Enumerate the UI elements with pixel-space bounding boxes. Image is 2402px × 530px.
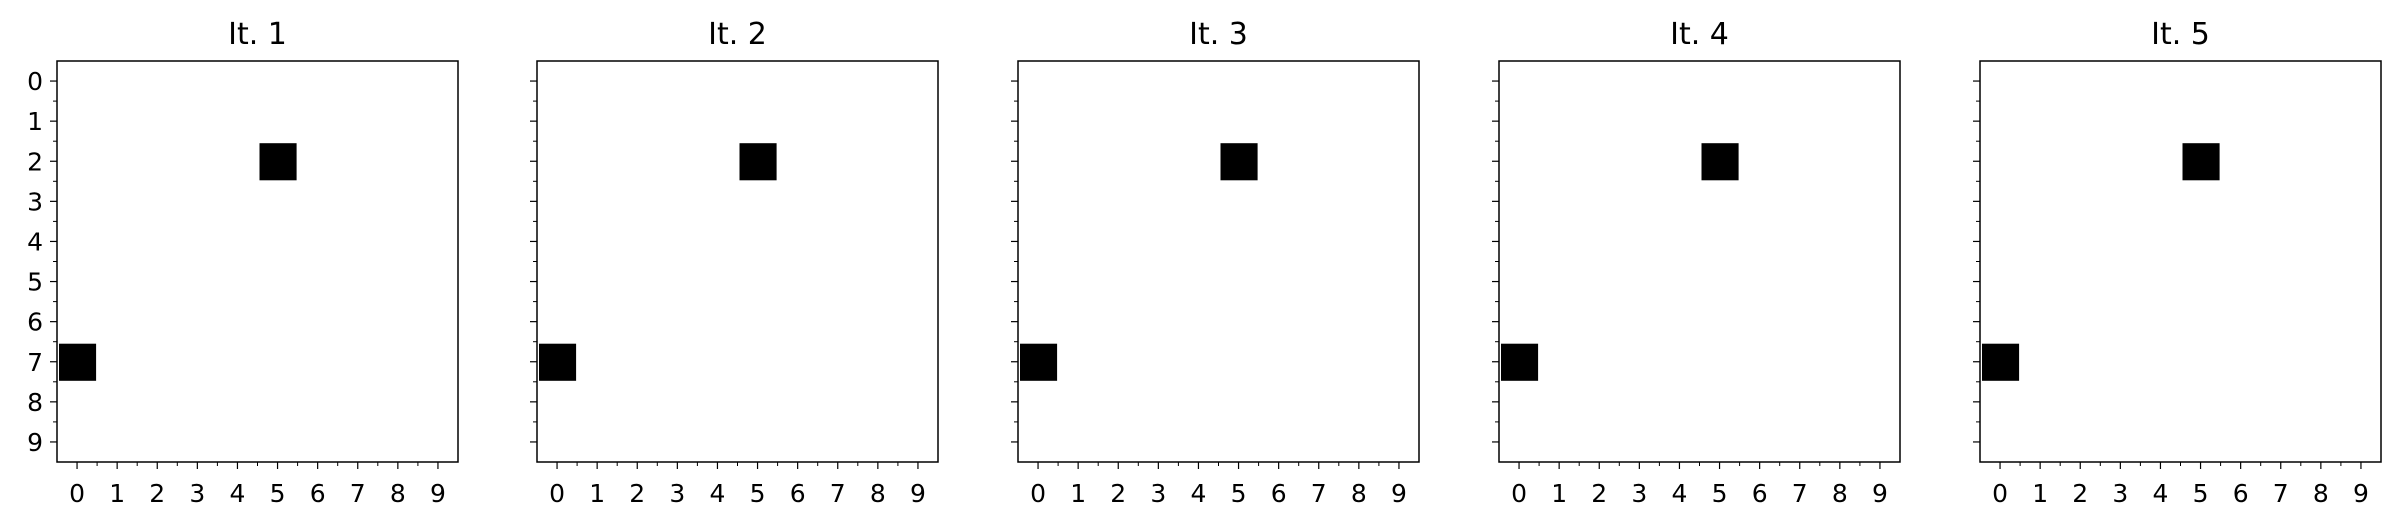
x-tick-label: 1	[109, 479, 125, 508]
x-tick-label: 0	[69, 479, 85, 508]
x-tick-label: 7	[1311, 479, 1327, 508]
panel-5: It. 5 0 1 2 3 4 5 6 7 8 9	[1973, 17, 2382, 508]
x-tick-label: 7	[350, 479, 366, 508]
x-tick-label: 4	[1190, 479, 1206, 508]
y-tick-label: 2	[27, 147, 43, 176]
y-tick-label: 9	[27, 428, 43, 457]
x-tick-label: 6	[310, 479, 326, 508]
x-tick-label: 3	[1631, 479, 1647, 508]
x-tick-label: 9	[1391, 479, 1407, 508]
filled-cell	[59, 343, 97, 381]
x-tick-label: 5	[1231, 479, 1247, 508]
plot-area	[1980, 61, 2381, 462]
y-tick-label: 6	[27, 308, 43, 337]
x-tick-label: 2	[2072, 479, 2088, 508]
panel-title: It. 5	[2151, 17, 2210, 52]
x-tick-label: 5	[270, 479, 286, 508]
x-tick-label: 1	[1551, 479, 1567, 508]
filled-cell	[1982, 343, 2020, 381]
x-tick-label: 1	[2032, 479, 2048, 508]
x-tick-label: 8	[1351, 479, 1367, 508]
x-tick-label: 4	[1671, 479, 1687, 508]
x-tick-label: 2	[149, 479, 165, 508]
x-tick-label: 3	[669, 479, 685, 508]
panel-title: It. 1	[228, 17, 287, 52]
x-tick-label: 6	[790, 479, 806, 508]
plot-area	[1499, 61, 1900, 462]
x-tick-label: 1	[1070, 479, 1086, 508]
y-tick-label: 1	[27, 107, 43, 136]
x-tick-label: 5	[2193, 479, 2209, 508]
filled-cell	[2182, 143, 2220, 181]
x-tick-label: 8	[2313, 479, 2329, 508]
x-tick-label: 8	[390, 479, 406, 508]
y-tick-label: 0	[27, 67, 43, 96]
x-tick-label: 2	[629, 479, 645, 508]
x-tick-label: 0	[549, 479, 565, 508]
x-tick-label: 3	[189, 479, 205, 508]
x-tick-label: 6	[1271, 479, 1287, 508]
plot-area	[57, 61, 458, 462]
panel-3: It. 3 0 1 2 3 4 5 6 7 8 9	[1011, 17, 1420, 508]
x-tick-label: 0	[1511, 479, 1527, 508]
x-tick-label: 8	[870, 479, 886, 508]
y-tick-label: 7	[27, 348, 43, 377]
x-tick-label: 4	[709, 479, 725, 508]
x-tick-label: 9	[430, 479, 446, 508]
x-tick-label: 0	[1992, 479, 2008, 508]
y-tick-label: 3	[27, 187, 43, 216]
x-tick-label: 9	[1872, 479, 1888, 508]
x-tick-label: 5	[1712, 479, 1728, 508]
x-tick-label: 9	[910, 479, 926, 508]
plot-area	[1018, 61, 1419, 462]
x-tick-label: 7	[830, 479, 846, 508]
x-tick-label: 0	[1030, 479, 1046, 508]
filled-cell	[1020, 343, 1058, 381]
filled-cell	[539, 343, 577, 381]
x-tick-label: 5	[750, 479, 766, 508]
x-tick-label: 4	[229, 479, 245, 508]
filled-cell	[739, 143, 777, 181]
x-tick-label: 6	[1752, 479, 1768, 508]
plot-area	[537, 61, 938, 462]
x-tick-label: 2	[1110, 479, 1126, 508]
y-tick-label: 5	[27, 268, 43, 297]
panel-title: It. 2	[708, 17, 767, 52]
filled-cell	[259, 143, 297, 181]
filled-cell	[1701, 143, 1739, 181]
x-tick-label: 9	[2353, 479, 2369, 508]
x-tick-label: 7	[1792, 479, 1808, 508]
x-tick-label: 2	[1591, 479, 1607, 508]
x-tick-label: 3	[2112, 479, 2128, 508]
x-tick-label: 8	[1832, 479, 1848, 508]
panel-title: It. 4	[1670, 17, 1729, 52]
y-tick-label: 4	[27, 227, 43, 256]
x-tick-label: 3	[1150, 479, 1166, 508]
x-tick-label: 4	[2152, 479, 2168, 508]
panel-title: It. 3	[1189, 17, 1248, 52]
panel-2: It. 2 0 1 2 3 4 5 6 7 8 9	[530, 17, 939, 508]
panel-4: It. 4 0 1 2 3 4 5 6 7 8 9	[1492, 17, 1901, 508]
x-tick-label: 1	[589, 479, 605, 508]
filled-cell	[1220, 143, 1258, 181]
x-tick-label: 6	[2233, 479, 2249, 508]
x-tick-label: 7	[2273, 479, 2289, 508]
y-tick-label: 8	[27, 388, 43, 417]
filled-cell	[1501, 343, 1539, 381]
